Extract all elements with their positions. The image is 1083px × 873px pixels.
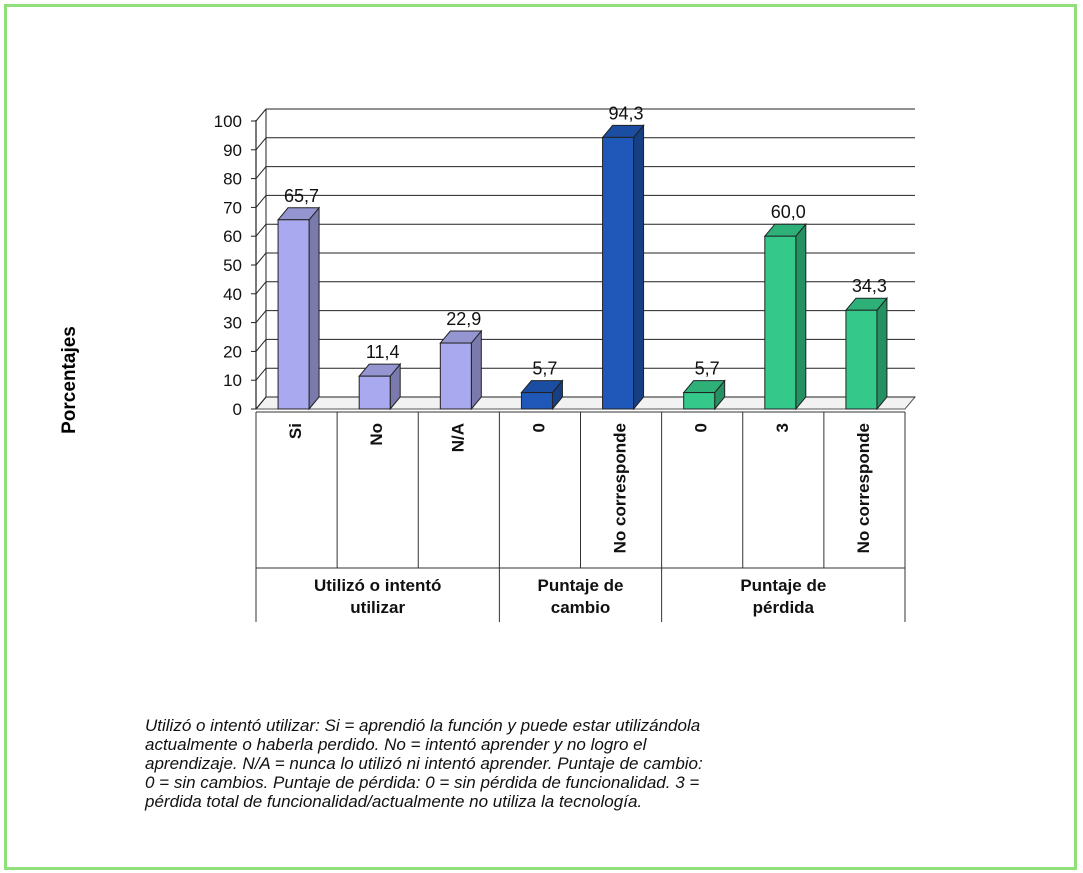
caption-line: actualmente o haberla perdido. No = inte… [145, 735, 647, 754]
category-label: No [367, 423, 386, 446]
gridline-diag [255, 108, 267, 122]
y-tick-label: 60 [223, 227, 242, 246]
bar [602, 136, 635, 410]
bar [845, 309, 878, 410]
gridline-diag [255, 396, 267, 410]
data-label: 5,7 [532, 359, 557, 379]
gridline-diag [255, 339, 267, 352]
y-tick-label: 20 [223, 342, 242, 361]
y-tick-label: 70 [223, 198, 242, 217]
gridline-diag [255, 195, 267, 208]
category-label: 3 [773, 423, 792, 432]
y-tick-label: 90 [223, 141, 242, 160]
data-label: 5,7 [695, 359, 720, 379]
category-table: Si No N/A 0 No corresponde 0 3 No corresponde Ut… [255, 411, 906, 622]
group-label: Utilizó o intentó [314, 576, 441, 595]
gridline-diag [255, 310, 267, 323]
data-label: 60,0 [771, 202, 806, 222]
caption-line: 0 = sin cambios. Puntaje de pérdida: 0 =… [145, 773, 700, 792]
data-label: 11,4 [366, 342, 400, 362]
bar [439, 342, 472, 410]
bar [764, 235, 797, 410]
caption-line: pérdida total de funcionalidad/actualmen… [145, 792, 643, 811]
category-label: 0 [692, 423, 711, 432]
category-label: No corresponde [611, 423, 630, 553]
caption-line: aprendizaje. N/A = nunca lo utilizó ni i… [145, 754, 703, 773]
category-label: 0 [529, 423, 548, 432]
gridline-diag [255, 367, 267, 381]
chart-floor [254, 396, 917, 410]
caption-line: Utilizó o intentó utilizar: Si = aprendi… [145, 716, 701, 735]
category-label: N/A [448, 423, 467, 452]
bar-side [876, 296, 888, 411]
group-label: Puntaje de [740, 576, 826, 595]
bar [683, 392, 716, 410]
figure-caption: Utilizó o intentó utilizar: Si = aprendi… [145, 716, 995, 811]
bar-side [308, 206, 320, 411]
bar-side [633, 124, 645, 411]
bar [520, 392, 553, 410]
bars [276, 124, 889, 411]
y-tick-label: 80 [223, 170, 242, 189]
bar [358, 375, 391, 410]
bar-side [795, 222, 807, 411]
chart-walls [254, 109, 917, 410]
value-labels: 65,7 11,4 22,9 5,7 94,3 5,7 60,0 34,3 [284, 103, 887, 378]
y-axis-label: Porcentajes [59, 326, 80, 434]
y-tick-label: 100 [214, 112, 242, 131]
group-label: Puntaje de [538, 576, 624, 595]
group-label: pérdida [753, 598, 815, 617]
data-label: 34,3 [852, 276, 887, 296]
y-tick-label: 50 [223, 256, 242, 275]
y-tick-label: 30 [223, 314, 242, 333]
gridline-diag [255, 252, 267, 266]
gridline-diag [255, 281, 267, 295]
bar-side [470, 329, 482, 411]
gridline-diag [255, 137, 267, 151]
y-tick-label: 40 [223, 285, 242, 304]
y-tick-label: 10 [223, 371, 242, 390]
bar [277, 219, 310, 410]
gridline-diag [255, 223, 267, 237]
group-label: cambio [551, 598, 611, 617]
data-label: 65,7 [284, 186, 319, 206]
gridline-diag [255, 166, 267, 179]
category-label: No corresponde [854, 423, 873, 553]
category-label: Si [286, 423, 305, 439]
group-label: utilizar [350, 598, 405, 617]
data-label: 22,9 [446, 309, 481, 329]
data-label: 94,3 [609, 103, 644, 123]
y-tick-label: 0 [233, 400, 242, 419]
y-axis: 0 10 20 30 40 50 60 70 80 90 100 [214, 109, 267, 419]
